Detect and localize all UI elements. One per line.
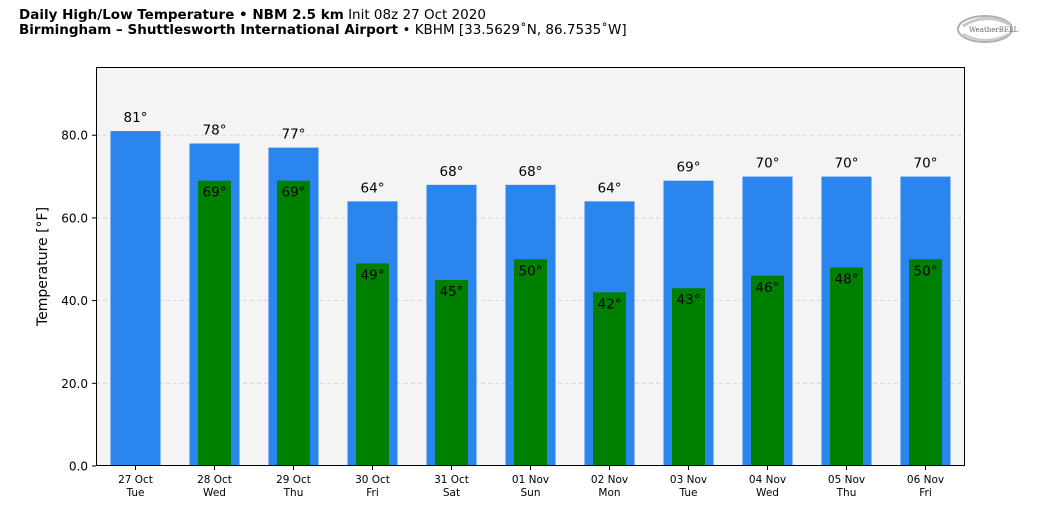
low-temp-bar [909, 259, 942, 466]
low-temp-bar [198, 180, 231, 467]
low-temp-bar [672, 288, 705, 466]
high-temp-label: 64° [598, 180, 622, 196]
x-tick-label-day: Thu [836, 487, 857, 499]
high-temp-label: 68° [440, 164, 464, 180]
high-temp-label: 64° [361, 180, 385, 196]
station-coordinates: • KBHM [33.5629˚N, 86.7535˚W] [402, 22, 627, 38]
low-temp-label: 42° [598, 296, 622, 312]
station-name: Birmingham – Shuttlesworth International… [19, 22, 399, 38]
low-temp-bar [830, 267, 863, 466]
x-tick-label-day: Fri [366, 487, 379, 499]
bars [110, 131, 951, 467]
high-temp-label: 70° [835, 156, 859, 172]
high-temp-label: 70° [756, 156, 780, 172]
header-line-2: Birmingham – Shuttlesworth International… [19, 23, 627, 38]
x-tick-label-date: 05 Nov [828, 474, 865, 486]
low-temp-bar [277, 180, 310, 467]
y-tick-label: 20.0 [61, 377, 88, 391]
y-tick-label: 40.0 [61, 294, 88, 308]
high-temp-bar [110, 131, 161, 467]
x-tick-label-date: 02 Nov [591, 474, 628, 486]
x-tick-label-date: 31 Oct [434, 474, 469, 486]
x-tick-label-day: Mon [598, 487, 620, 499]
high-temp-label: 81° [124, 110, 148, 126]
y-tick-label: 60.0 [61, 211, 88, 225]
low-temp-label: 45° [440, 284, 464, 300]
plot-frame [96, 67, 965, 466]
high-temp-label: 68° [519, 164, 543, 180]
weatherbell-logo: WeatherBELL [957, 15, 1019, 43]
x-tick-label-day: Wed [756, 487, 779, 499]
low-temp-label: 69° [203, 185, 227, 201]
x-tick-label-day: Sat [443, 487, 460, 499]
low-temp-label: 49° [361, 267, 385, 283]
low-temp-bar [356, 263, 389, 466]
low-temp-bar [593, 292, 626, 466]
header-line-1: Daily High/Low Temperature • NBM 2.5 km … [19, 8, 627, 23]
init-time: Init 08z 27 Oct 2020 [348, 7, 486, 23]
x-tick-label-day: Thu [283, 487, 304, 499]
low-temp-label: 43° [677, 292, 701, 308]
x-tick-label-day: Tue [126, 487, 145, 499]
x-tick-label-date: 30 Oct [355, 474, 390, 486]
y-tick-label: 0.0 [69, 460, 88, 474]
x-tick-label-day: Sun [521, 487, 541, 499]
x-tick-label-date: 28 Oct [197, 474, 232, 486]
chart-header: Daily High/Low Temperature • NBM 2.5 km … [19, 8, 627, 38]
low-temp-label: 50° [914, 263, 938, 279]
low-temp-label: 69° [282, 185, 306, 201]
low-temp-label: 46° [756, 280, 780, 296]
chart-title: Daily High/Low Temperature • NBM 2.5 km [19, 7, 344, 23]
high-temp-label: 69° [677, 160, 701, 176]
y-tick-label: 80.0 [61, 129, 88, 143]
y-axis-label: Temperature [°F] [35, 207, 51, 327]
low-temp-bar [751, 275, 784, 466]
high-temp-label: 70° [914, 156, 938, 172]
low-temp-bar [435, 279, 468, 466]
data-labels: 81° 78° 69° 77° 69° 64° 49° 68° 45° 68° 50° 64° 42° 6… [124, 110, 938, 312]
high-temp-label: 78° [203, 122, 227, 138]
x-tick-label-date: 29 Oct [276, 474, 311, 486]
high-temp-label: 77° [282, 127, 306, 143]
x-tick-label-date: 04 Nov [749, 474, 786, 486]
low-temp-label: 50° [519, 263, 543, 279]
x-tick-label-date: 27 Oct [118, 474, 153, 486]
x-tick-label-date: 01 Nov [512, 474, 549, 486]
low-temp-bar [514, 259, 547, 466]
x-tick-label-day: Wed [203, 487, 226, 499]
x-tick-label-day: Tue [679, 487, 698, 499]
low-temp-label: 48° [835, 272, 859, 288]
x-tick-label-day: Fri [919, 487, 932, 499]
x-tick-label-date: 03 Nov [670, 474, 707, 486]
x-tick-label-date: 06 Nov [907, 474, 944, 486]
logo-text: WeatherBELL [969, 26, 1019, 34]
